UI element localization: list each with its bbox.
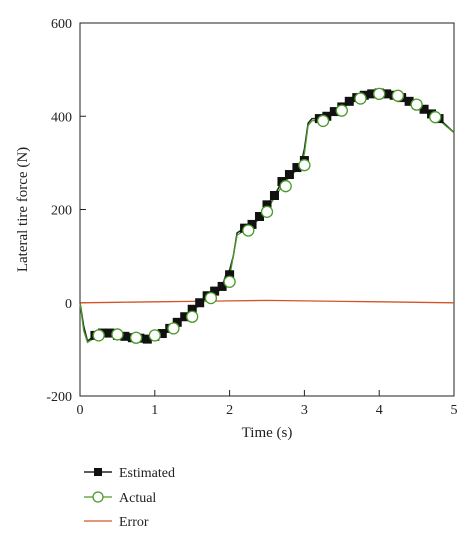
estimated-point <box>262 200 272 210</box>
estimated-point <box>382 89 392 99</box>
actual-point <box>335 104 348 117</box>
estimated-point <box>367 89 377 99</box>
actual-point <box>316 114 330 128</box>
estimated-point <box>172 317 182 327</box>
estimated-point <box>217 281 227 291</box>
series-error-line <box>79 299 455 304</box>
x-tick-label: 4 <box>376 403 383 418</box>
estimated-point <box>225 270 235 280</box>
x-tick-label: 3 <box>301 403 308 418</box>
estimated-point <box>329 107 339 117</box>
legend-item-estimated: Estimated <box>84 466 175 481</box>
estimated-point <box>255 211 265 221</box>
y-axis-label: Lateral tire force (N) <box>15 147 31 272</box>
legend-actual-label: Actual <box>119 491 156 506</box>
actual-point <box>111 328 124 341</box>
legend: Estimated Actual Error <box>84 466 175 530</box>
estimated-point <box>419 104 429 114</box>
estimated-point <box>105 328 115 338</box>
estimated-point <box>247 219 257 229</box>
x-axis-label: Time (s) <box>242 425 293 441</box>
y-tick-label: 200 <box>51 204 72 219</box>
estimated-point <box>180 312 190 322</box>
actual-point <box>260 205 274 218</box>
actual-point <box>429 111 442 124</box>
actual-point <box>279 180 292 193</box>
legend-actual-marker <box>92 491 104 503</box>
legend-estimated-marker <box>94 468 102 476</box>
estimated-point <box>284 170 294 180</box>
x-tick-label: 0 <box>77 403 84 418</box>
legend-item-actual: Actual <box>84 491 156 506</box>
actual-point <box>186 310 199 323</box>
estimated-point <box>404 96 414 106</box>
estimated-point <box>344 96 354 106</box>
actual-point <box>92 329 105 342</box>
estimated-point <box>210 286 220 296</box>
y-tick-label: -200 <box>46 390 72 405</box>
estimated-point <box>142 334 152 344</box>
x-tick-label: 2 <box>226 403 233 418</box>
legend-estimated-label: Estimated <box>119 466 175 481</box>
actual-point <box>167 322 180 335</box>
actual-point <box>410 98 423 111</box>
legend-item-error: Error <box>84 515 149 530</box>
estimated-point <box>292 163 302 173</box>
estimated-point <box>195 298 205 308</box>
x-tick-label: 5 <box>451 403 458 418</box>
actual-point <box>373 87 386 101</box>
y-tick-label: 400 <box>51 110 72 125</box>
estimated-point <box>120 331 130 341</box>
actual-point <box>204 291 218 305</box>
actual-point <box>129 331 143 344</box>
y-tick-label: 600 <box>51 17 72 32</box>
actual-point <box>223 275 236 288</box>
x-tick-label: 1 <box>151 403 158 418</box>
estimated-point <box>269 191 279 201</box>
y-tick-label: 0 <box>65 297 72 312</box>
estimated-point <box>187 304 197 314</box>
actual-point <box>354 92 367 105</box>
actual-point <box>242 224 255 237</box>
estimated-point <box>157 329 167 339</box>
actual-point <box>298 159 311 172</box>
actual-point <box>391 89 405 102</box>
actual-point <box>148 329 161 342</box>
series-group <box>79 87 455 344</box>
legend-error-label: Error <box>119 515 149 530</box>
